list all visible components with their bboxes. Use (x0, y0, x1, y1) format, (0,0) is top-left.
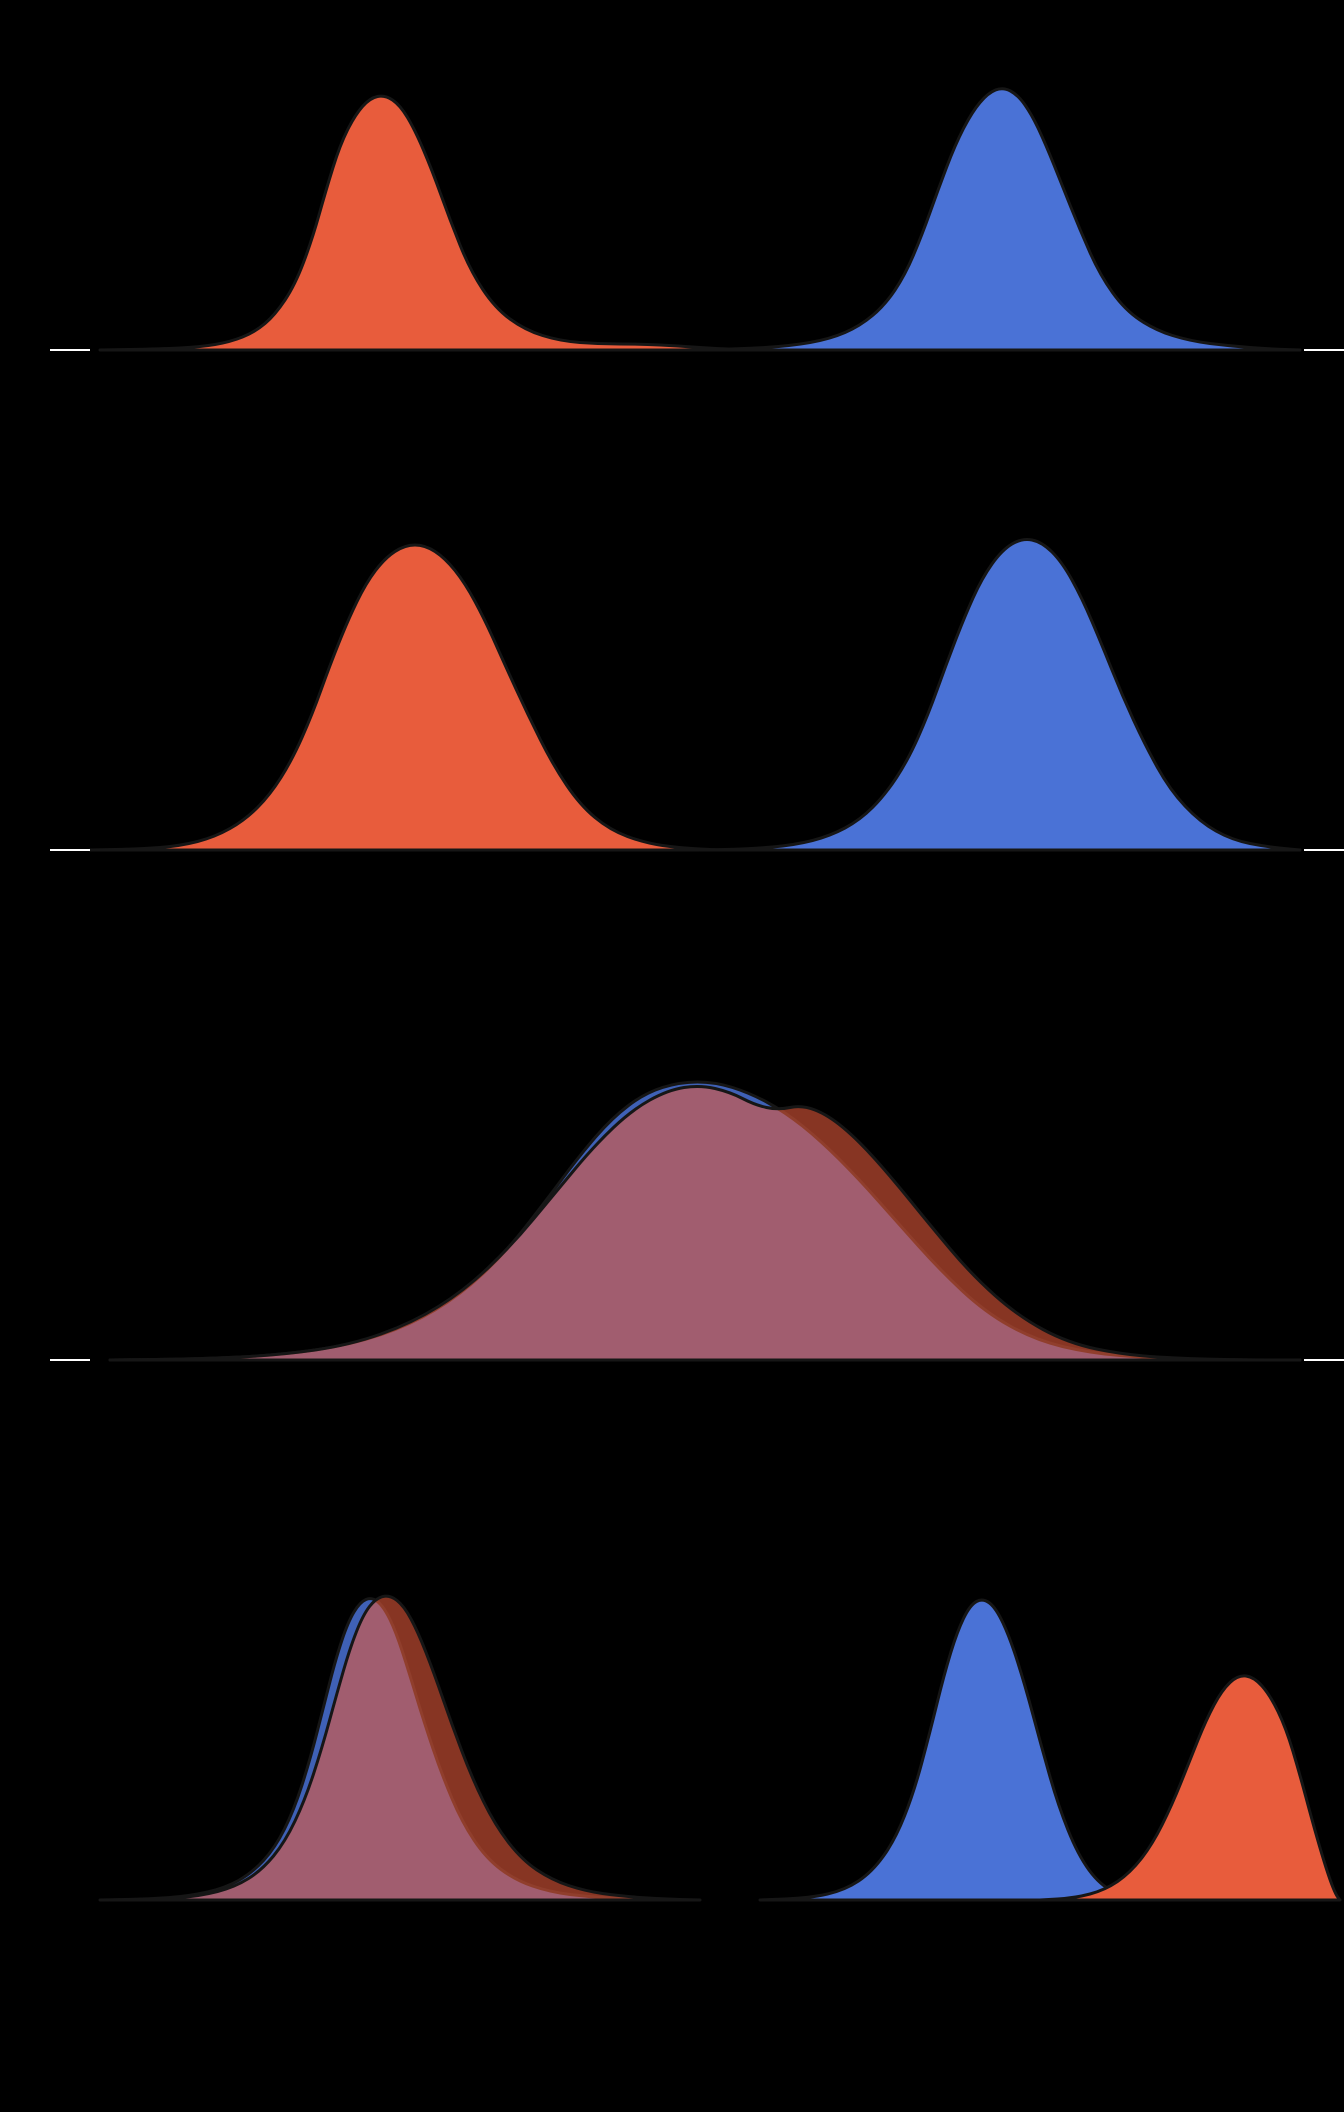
row2-svg (0, 510, 1344, 850)
axis-tick (1304, 849, 1344, 851)
orange-density (110, 1086, 1300, 1360)
row2 (0, 510, 1344, 850)
row4 (0, 1560, 1344, 1900)
row1-svg (0, 60, 1344, 340)
row3-svg (0, 1020, 1344, 1360)
blue-density (760, 1600, 1155, 1900)
axis-tick (1304, 349, 1344, 351)
axis-tick (50, 849, 90, 851)
row1 (0, 60, 1344, 340)
blue-density (680, 89, 1300, 350)
orange-density (90, 545, 720, 850)
axis-tick (50, 1359, 90, 1361)
orange-density (100, 96, 760, 350)
row3 (0, 1020, 1344, 1360)
row4-svg (0, 1560, 1344, 1900)
axis-tick (50, 349, 90, 351)
orange-density (110, 1596, 700, 1900)
blue-density (700, 540, 1300, 851)
axis-tick (1304, 1359, 1344, 1361)
